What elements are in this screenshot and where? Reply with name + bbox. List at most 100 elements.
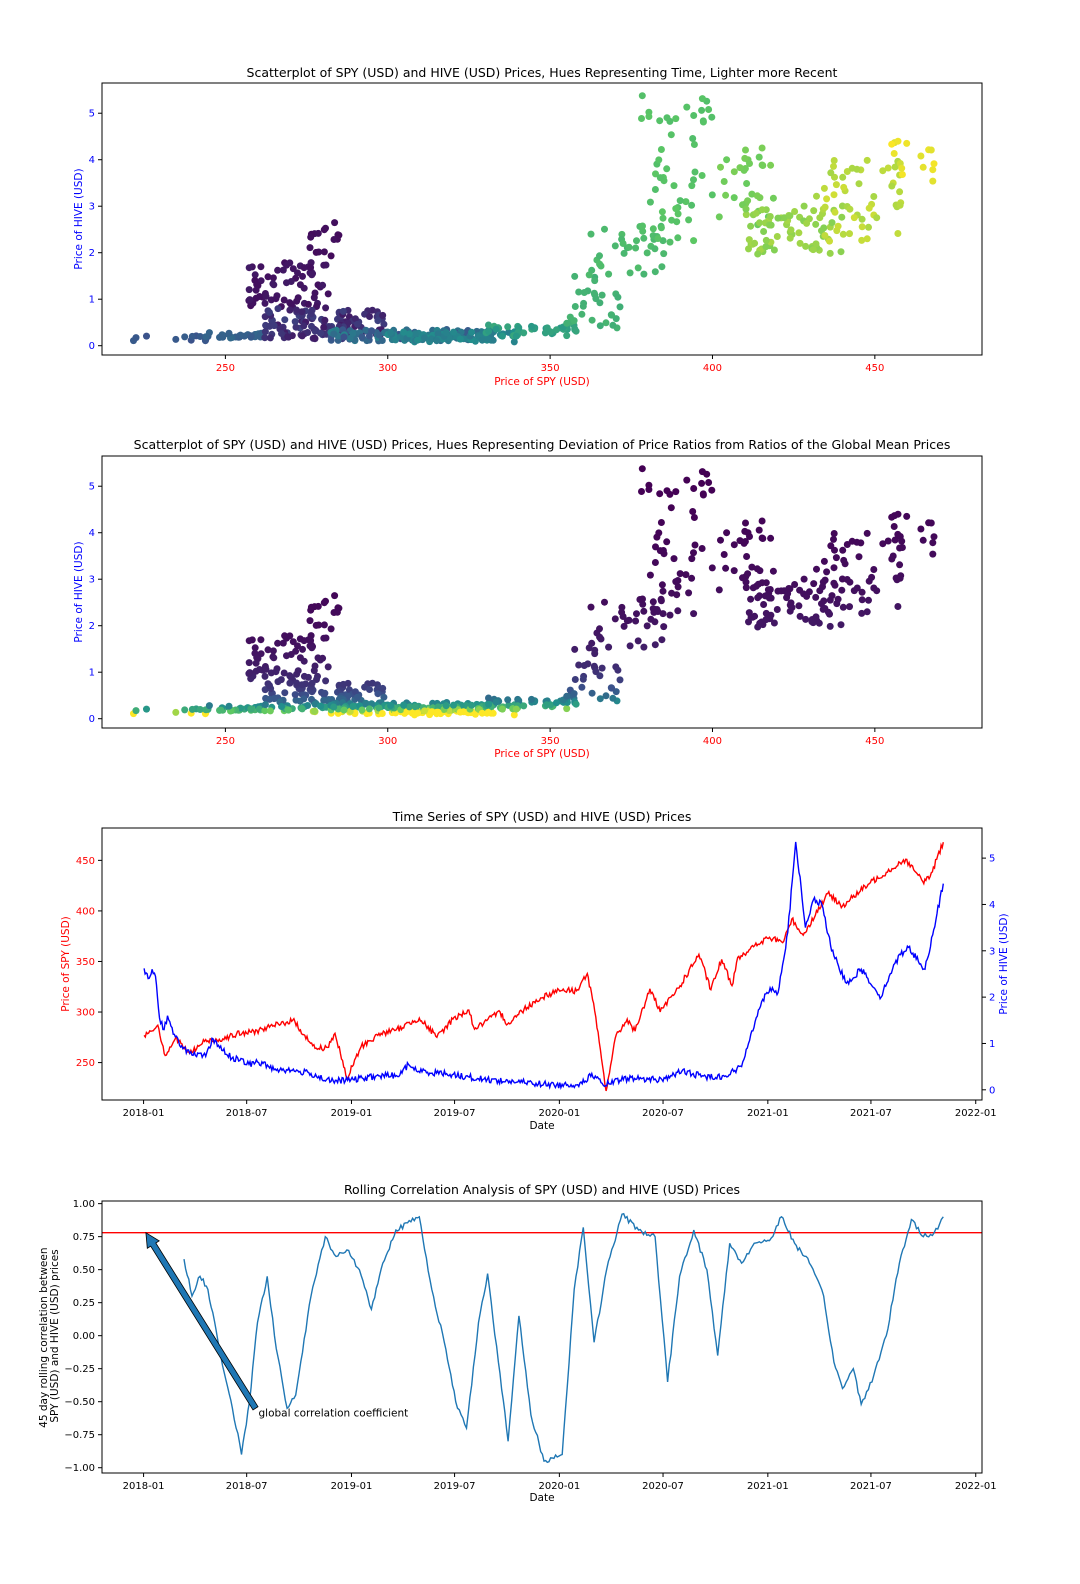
scatter-point (340, 333, 348, 341)
scatter-point (865, 204, 873, 212)
scatter-point (320, 226, 328, 234)
plot-frame (101, 1200, 983, 1474)
scatter-point (289, 638, 297, 646)
scatter-point (898, 537, 906, 545)
scatter-point (839, 546, 847, 554)
scatter-point (217, 706, 225, 714)
scatter-point (826, 237, 833, 245)
scatter-point (365, 332, 373, 340)
scatter-point (660, 250, 668, 258)
x-axis-label: Date (529, 1120, 554, 1132)
scatter-point (683, 476, 691, 484)
scatter-point (456, 335, 464, 343)
scatter-point (655, 156, 663, 164)
scatter-point (884, 537, 892, 545)
scatter-point (225, 702, 233, 710)
x-tick-label: 250 (216, 736, 235, 747)
y-axis-ticks: 0 1 2 3 4 5 (89, 482, 102, 725)
scatter-point (257, 263, 265, 271)
scatter-point (319, 654, 327, 662)
x-tick-label: 2020-07 (642, 1108, 684, 1119)
scatter-point (330, 236, 338, 243)
scatter-point (752, 209, 760, 217)
scatter-point (663, 538, 671, 546)
scatter-point (663, 487, 671, 495)
scatter-point (691, 168, 699, 176)
scatter-point (172, 335, 180, 343)
scatter-point (261, 707, 269, 715)
scatter-point (929, 539, 937, 547)
scatter-point (485, 700, 493, 708)
scatter-point (625, 616, 633, 624)
scatter-point (821, 232, 829, 239)
scatter-point (172, 708, 180, 716)
scatter-point (891, 163, 899, 171)
scatter-point (821, 203, 829, 211)
scatter-point (659, 587, 667, 595)
scatter-point (311, 327, 319, 335)
scatter-point (619, 613, 627, 620)
scatter-point (646, 198, 654, 206)
scatter-point (602, 692, 610, 700)
scatter-point (380, 693, 388, 701)
scatter-point (579, 302, 587, 310)
scatter-point (563, 332, 571, 340)
scatter-point (812, 593, 820, 601)
scatter-point (358, 333, 366, 341)
x-tick-label: 2021-01 (747, 1108, 789, 1119)
scatter-point (846, 205, 854, 213)
scatter-point (543, 328, 551, 336)
scatter-point (879, 167, 887, 175)
scatter-point (850, 214, 858, 222)
scatter-point (658, 263, 666, 271)
scatter-point (605, 270, 613, 278)
scatter-point (744, 570, 752, 578)
scatter-point (588, 639, 596, 647)
x-tick-label: 2022-01 (955, 1481, 997, 1492)
scatter-point (298, 308, 306, 316)
scatter-point (520, 329, 528, 337)
scatter-point (830, 162, 837, 170)
scatter-point (609, 694, 617, 702)
scatter-point (324, 290, 332, 298)
x-tick-label: 2019-07 (434, 1108, 476, 1119)
scatter-point (858, 588, 866, 596)
scatter-point (307, 637, 315, 644)
scatter-point (255, 332, 263, 340)
plot-frame (101, 455, 983, 729)
scatter-point (285, 333, 292, 341)
scatter-point (858, 223, 866, 231)
scatter-point (855, 180, 863, 188)
scatter-point (884, 164, 892, 172)
y-tick-label: 2 (989, 993, 995, 1004)
chart-title: Time Series of SPY (USD) and HIVE (USD) … (392, 809, 692, 824)
scatter-point (658, 581, 666, 589)
scatter-point (609, 321, 617, 329)
scatter-point (767, 161, 775, 169)
scatter-point (330, 330, 338, 338)
scatter-point (796, 239, 804, 247)
scatter-point (717, 163, 724, 171)
scatter-point (571, 645, 579, 653)
scatter-point (830, 535, 837, 543)
scatter-point (828, 592, 836, 600)
scatter-point (484, 335, 492, 343)
scatter-point (601, 225, 608, 233)
scatter-point (375, 331, 383, 339)
scatter-point (742, 519, 749, 527)
scatter-point (656, 490, 664, 498)
scatter-point (705, 106, 713, 113)
scatter-point (597, 635, 605, 643)
scatter-point (575, 661, 583, 669)
scatter-point (674, 234, 682, 242)
scatter-point (264, 646, 272, 654)
scatter-point (699, 118, 707, 126)
scatter-point (780, 214, 788, 222)
scatter-point (762, 609, 770, 617)
scatter-point (663, 114, 671, 122)
scatter-point (780, 587, 788, 595)
y-tick-label: 0 (989, 1085, 995, 1096)
scatter-point (766, 586, 774, 593)
scatter-point (591, 650, 599, 658)
scatter-point (742, 146, 749, 154)
